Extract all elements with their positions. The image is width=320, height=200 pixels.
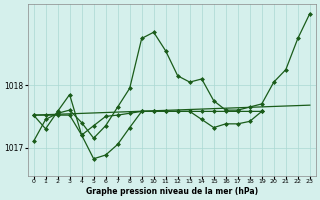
X-axis label: Graphe pression niveau de la mer (hPa): Graphe pression niveau de la mer (hPa) — [86, 187, 258, 196]
